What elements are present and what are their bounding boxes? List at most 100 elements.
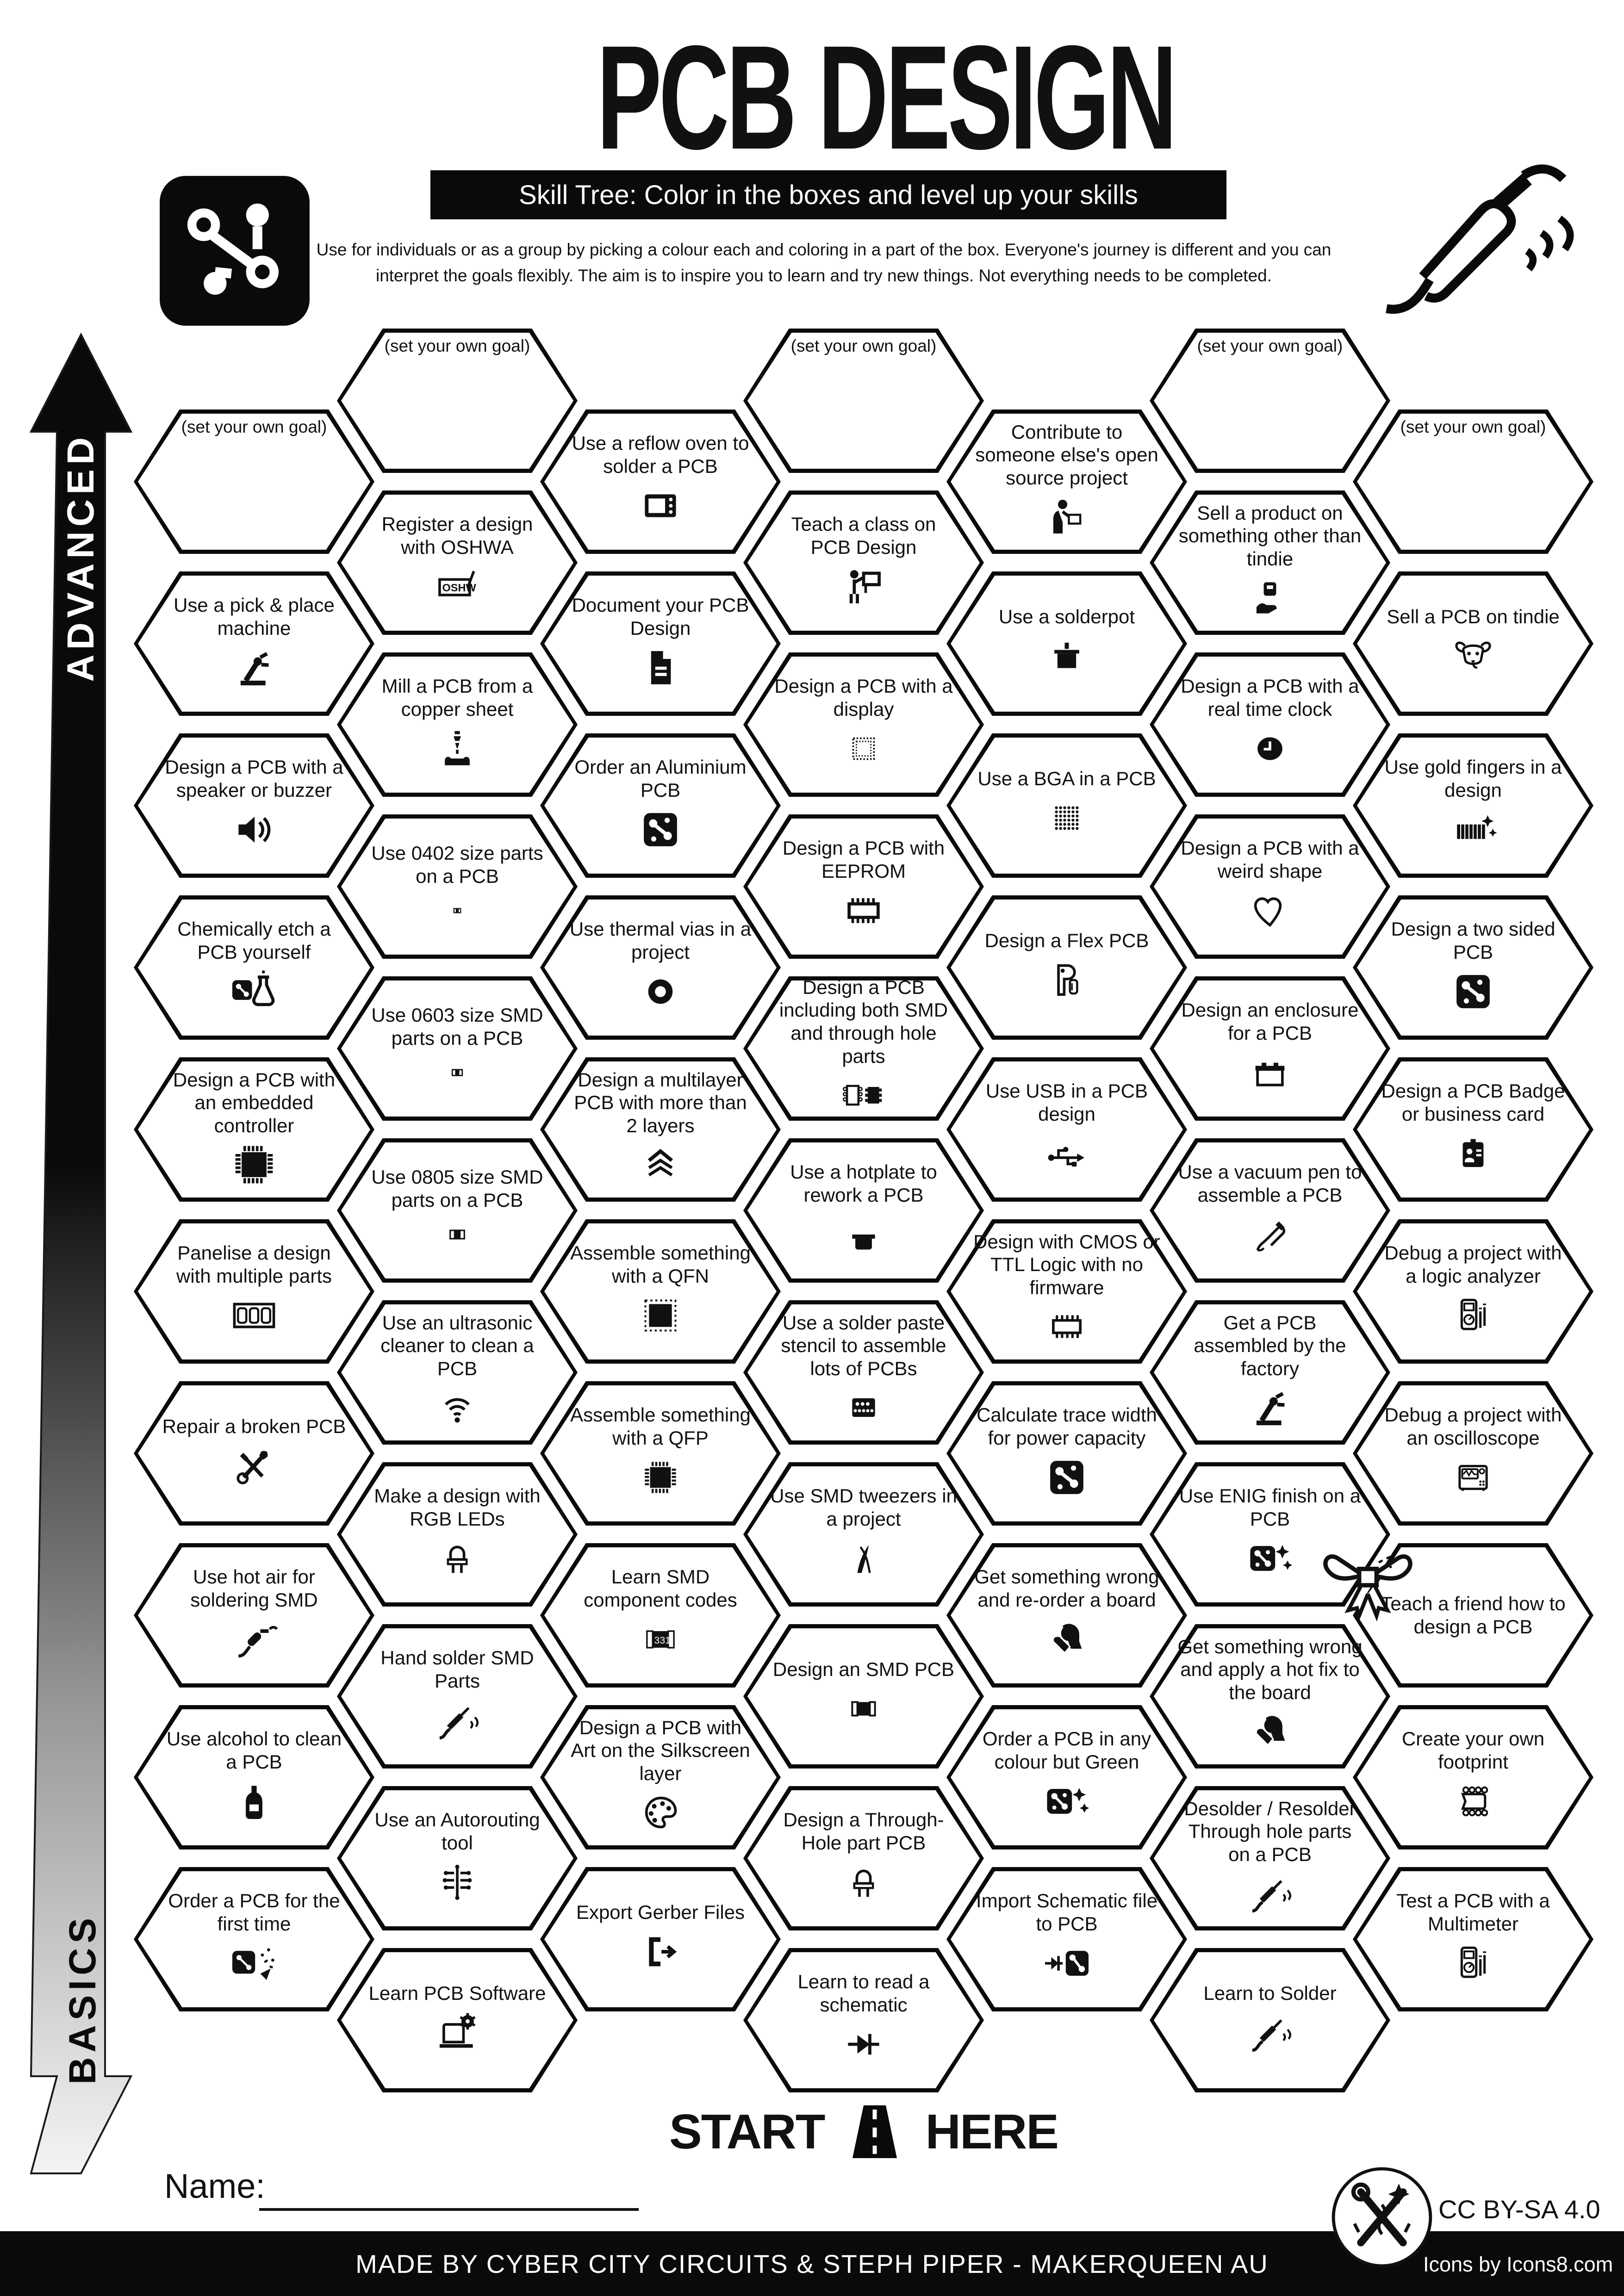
hex-design-a-pcb-with-eeprom[interactable]: Design a PCB with EEPROM (743, 814, 984, 959)
hex-order-a-pcb-for-the-first-time[interactable]: Order a PCB for the first time (134, 1867, 374, 2011)
hex-use-0402-size-parts-on-a-pcb[interactable]: Use 0402 size parts on a PCB (337, 814, 578, 959)
hex-design-a-pcb-with-art-on-the-silkscreen-layer[interactable]: Design a PCB with Art on the Silkscreen … (540, 1705, 781, 1849)
hex-label: Design a PCB Badge or business card (1381, 1080, 1565, 1125)
hex-repair-a-broken-pcb[interactable]: Repair a broken PCB (134, 1381, 374, 1526)
hex-fill-area (544, 1709, 777, 1845)
hex-fill-area (747, 1952, 980, 2088)
hex-use-hot-air-for-soldering-smd[interactable]: Use hot air for soldering SMD (134, 1543, 374, 1688)
hex-desolder-resolder-through-hole-parts-on-a-pcb[interactable]: Desolder / Resolder Through hole parts o… (1150, 1786, 1390, 1930)
hex-set-your-own-goal[interactable]: (set your own goal) (743, 329, 984, 473)
hex-document-your-pcb-design[interactable]: Document your PCB Design (540, 571, 781, 716)
laptop-gear-icon (431, 2007, 483, 2059)
hex-label: Use a BGA in a PCB (977, 768, 1156, 790)
hex-label: Learn SMD component codes (584, 1566, 737, 1611)
hex-label: Learn PCB Software (368, 1982, 546, 2004)
hex-use-gold-fingers-in-a-design[interactable]: Use gold fingers in a design (1353, 733, 1593, 878)
hex-contribute-to-someone-else-s-open-source-project[interactable]: Contribute to someone else's open source… (946, 410, 1187, 554)
r0805-icon (436, 1214, 478, 1255)
hex-learn-to-solder[interactable]: Learn to Solder (1150, 1948, 1390, 2092)
footprint-icon (1447, 1775, 1499, 1827)
hex-debug-a-project-with-a-logic-analyzer[interactable]: Debug a project with a logic analyzer (1353, 1219, 1593, 1364)
hex-learn-smd-component-codes[interactable]: Learn SMD component codes 331 (540, 1543, 781, 1688)
hex-sell-a-product-on-something-other-than-tindie[interactable]: Sell a product on something other than t… (1150, 490, 1390, 635)
hex-set-your-own-goal[interactable]: (set your own goal) (1353, 410, 1593, 554)
hex-set-your-own-goal[interactable]: (set your own goal) (337, 329, 578, 473)
hex-use-usb-in-a-pcb-design[interactable]: Use USB in a PCB design (946, 1057, 1187, 1202)
hex-use-a-solder-paste-stencil-to-assemble-lots-of-pcbs[interactable]: Use a solder paste stencil to assemble l… (743, 1300, 984, 1445)
hex-debug-a-project-with-an-oscilloscope[interactable]: Debug a project with an oscilloscope (1353, 1381, 1593, 1526)
hex-fill-area (1357, 1385, 1589, 1521)
enclosure-icon (1244, 1047, 1296, 1098)
flex-icon (1041, 954, 1093, 1006)
hex-use-a-bga-in-a-pcb[interactable]: Use a BGA in a PCB (946, 733, 1187, 878)
hex-label: Desolder / Resolder Through hole parts o… (1184, 1797, 1356, 1865)
hex-label: Use 0603 size SMD parts on a PCB (371, 1004, 543, 1049)
hex-get-something-wrong-and-apply-a-hot-fix-to-the-board[interactable]: Get something wrong and apply a hot fix … (1150, 1624, 1390, 1769)
hex-design-a-two-sided-pcb[interactable]: Design a two sided PCB (1353, 895, 1593, 1040)
hex-use-smd-tweezers-in-a-project[interactable]: Use SMD tweezers in a project (743, 1462, 984, 1607)
hex-import-schematic-file-to-pcb[interactable]: Import Schematic file to PCB (946, 1867, 1187, 2011)
hex-use-enig-finish-on-a-pcb[interactable]: Use ENIG finish on a PCB (1150, 1462, 1390, 1607)
hex-design-a-pcb-with-a-weird-shape[interactable]: Design a PCB with a weird shape (1150, 814, 1390, 959)
hex-panelise-a-design-with-multiple-parts[interactable]: Panelise a design with multiple parts (134, 1219, 374, 1364)
hex-assemble-something-with-a-qfn[interactable]: Assemble something with a QFN (540, 1219, 781, 1364)
hex-export-gerber-files[interactable]: Export Gerber Files (540, 1867, 781, 2011)
hex-design-an-enclosure-for-a-pcb[interactable]: Design an enclosure for a PCB (1150, 976, 1390, 1121)
hex-set-your-own-goal[interactable]: (set your own goal) (134, 410, 374, 554)
hex-design-an-smd-pcb[interactable]: Design an SMD PCB (743, 1624, 984, 1769)
name-input-line[interactable] (259, 2208, 639, 2211)
hex-mill-a-pcb-from-a-copper-sheet[interactable]: Mill a PCB from a copper sheet (337, 652, 578, 797)
hex-use-an-autorouting-tool[interactable]: Use an Autorouting tool (337, 1786, 578, 1930)
hex-learn-pcb-software[interactable]: Learn PCB Software (337, 1948, 578, 2092)
hex-label: Design a two sided PCB (1391, 918, 1556, 963)
hex-get-a-pcb-assembled-by-the-factory[interactable]: Get a PCB assembled by the factory (1150, 1300, 1390, 1445)
hex-use-a-vacuum-pen-to-assemble-a-pcb[interactable]: Use a vacuum pen to assemble a PCB (1150, 1138, 1390, 1283)
hex-calculate-trace-width-for-power-capacity[interactable]: Calculate trace width for power capacity (946, 1381, 1187, 1526)
hex-design-a-through-hole-part-pcb[interactable]: Design a Through-Hole part PCB (743, 1786, 984, 1930)
iron-icon (431, 1694, 483, 1746)
hex-design-with-cmos-or-ttl-logic-with-no-firmware[interactable]: Design with CMOS or TTL Logic with no fi… (946, 1219, 1187, 1364)
hex-register-a-design-with-oshwa[interactable]: Register a design with OSHWA OSHW (337, 490, 578, 635)
hex-hand-solder-smd-parts[interactable]: Hand solder SMD Parts (337, 1624, 578, 1769)
hex-learn-to-read-a-schematic[interactable]: Learn to read a schematic (743, 1948, 984, 2092)
hex-use-a-pick-place-machine[interactable]: Use a pick & place machine (134, 571, 374, 716)
hex-order-an-aluminium-pcb[interactable]: Order an Aluminium PCB (540, 733, 781, 878)
hex-fill-area (1154, 1142, 1386, 1278)
hex-use-0805-size-smd-parts-on-a-pcb[interactable]: Use 0805 size SMD parts on a PCB (337, 1138, 578, 1283)
hex-use-a-hotplate-to-rework-a-pcb[interactable]: Use a hotplate to rework a PCB (743, 1138, 984, 1283)
hex-design-a-pcb-with-an-embedded-controller[interactable]: Design a PCB with an embedded controller (134, 1057, 374, 1202)
hex-fill-area (1154, 819, 1386, 955)
hex-teach-a-class-on-pcb-design[interactable]: Teach a class on PCB Design (743, 490, 984, 635)
hex-get-something-wrong-and-re-order-a-board[interactable]: Get something wrong and re-order a board (946, 1543, 1187, 1688)
hex-fill-area (747, 333, 980, 469)
hex-sell-a-pcb-on-tindie[interactable]: Sell a PCB on tindie (1353, 571, 1593, 716)
hex-design-a-pcb-including-both-smd-and-through-hole-parts[interactable]: Design a PCB including both SMD and thro… (743, 976, 984, 1121)
hex-design-a-pcb-with-a-real-time-clock[interactable]: Design a PCB with a real time clock (1150, 652, 1390, 797)
hex-chemically-etch-a-pcb-yourself[interactable]: Chemically etch a PCB yourself (134, 895, 374, 1040)
hex-design-a-flex-pcb[interactable]: Design a Flex PCB (946, 895, 1187, 1040)
hex-order-a-pcb-in-any-colour-but-green[interactable]: Order a PCB in any colour but Green (946, 1705, 1187, 1849)
diode-icon (838, 2018, 890, 2070)
hex-test-a-pcb-with-a-multimeter[interactable]: Test a PCB with a Multimeter (1353, 1867, 1593, 2011)
bottle-icon (228, 1775, 280, 1827)
hex-fill-area (1357, 576, 1589, 712)
stencil-icon (838, 1382, 890, 1433)
hex-use-alcohol-to-clean-a-pcb[interactable]: Use alcohol to clean a PCB (134, 1705, 374, 1849)
hex-use-an-ultrasonic-cleaner-to-clean-a-pcb[interactable]: Use an ultrasonic cleaner to clean a PCB (337, 1300, 578, 1445)
hex-design-a-pcb-with-a-speaker-or-buzzer[interactable]: Design a PCB with a speaker or buzzer (134, 733, 374, 878)
hex-fill-area (747, 1142, 980, 1278)
hex-label: Design an SMD PCB (772, 1658, 955, 1681)
hex-fill-area (1357, 1223, 1589, 1359)
hex-design-a-multilayer-pcb-with-more-than-2-layers[interactable]: Design a multilayer PCB with more than 2… (540, 1057, 781, 1202)
hex-use-a-reflow-oven-to-solder-a-pcb[interactable]: Use a reflow oven to solder a PCB (540, 410, 781, 554)
hex-use-thermal-vias-in-a-project[interactable]: Use thermal vias in a project (540, 895, 781, 1040)
hex-create-your-own-footprint[interactable]: Create your own footprint (1353, 1705, 1593, 1849)
hex-assemble-something-with-a-qfp[interactable]: Assemble something with a QFP (540, 1381, 781, 1526)
hex-design-a-pcb-badge-or-business-card[interactable]: Design a PCB Badge or business card (1353, 1057, 1593, 1202)
hex-label: Use gold fingers in a design (1384, 756, 1562, 801)
hex-set-your-own-goal[interactable]: (set your own goal) (1150, 329, 1390, 473)
hex-use-0603-size-smd-parts-on-a-pcb[interactable]: Use 0603 size SMD parts on a PCB (337, 976, 578, 1121)
hex-make-a-design-with-rgb-leds[interactable]: Make a design with RGB LEDs (337, 1462, 578, 1607)
hex-use-a-solderpot[interactable]: Use a solderpot (946, 571, 1187, 716)
hex-design-a-pcb-with-a-display[interactable]: Design a PCB with a display (743, 652, 984, 797)
